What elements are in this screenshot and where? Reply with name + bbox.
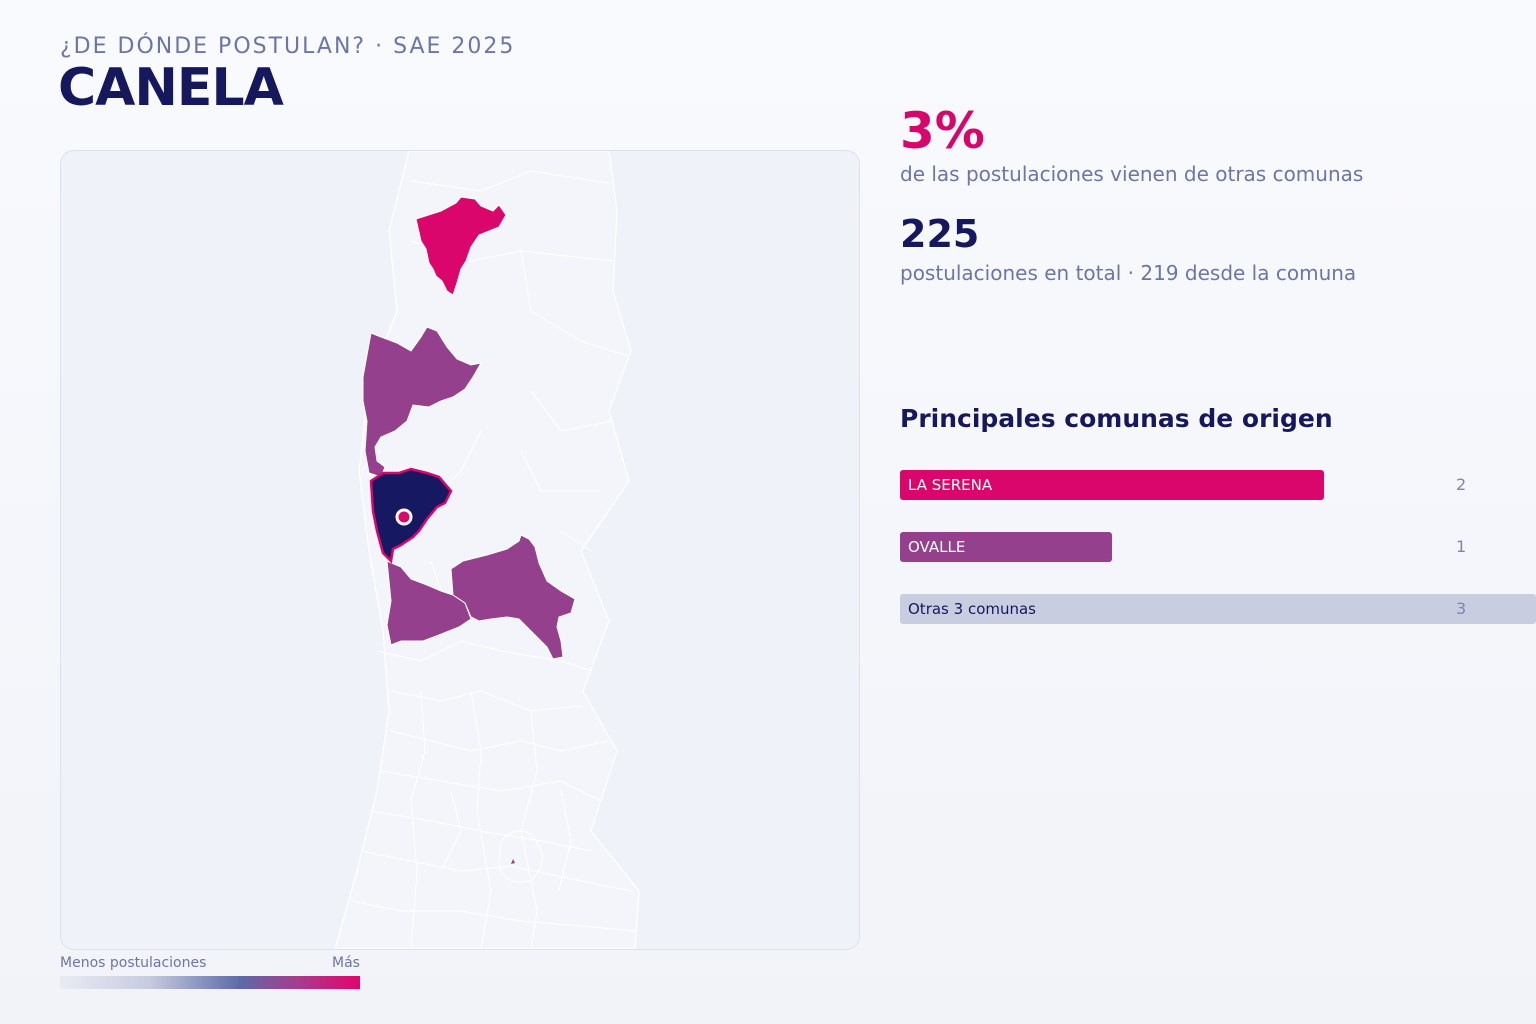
country-outline [334, 151, 640, 949]
map-panel[interactable] [60, 150, 860, 950]
comuna-boundaries [350, 170, 636, 949]
bar-label: OVALLE [908, 538, 966, 556]
small-highlighted-comuna[interactable] [511, 859, 515, 864]
origin-bar-otras[interactable]: Otras 3 comunas [900, 594, 1536, 624]
bar-label: Otras 3 comunas [908, 600, 1036, 618]
percent-stat: 3% [900, 102, 985, 160]
selected-location-marker[interactable] [395, 508, 413, 526]
page-title: CANELA [58, 58, 284, 118]
legend-less-label: Menos postulaciones [60, 955, 207, 971]
bar-value: 3 [1456, 599, 1467, 618]
north-region[interactable] [415, 196, 507, 296]
bar-value: 2 [1456, 475, 1467, 494]
south-east-region[interactable] [450, 534, 576, 660]
bar-label: LA SERENA [908, 476, 993, 494]
origin-bar-la-serena[interactable]: LA SERENA [900, 470, 1324, 500]
origins-title: Principales comunas de origen [900, 404, 1333, 433]
origin-bar-ovalle[interactable]: OVALLE [900, 532, 1112, 562]
percent-label: de las postulaciones vienen de otras com… [900, 162, 1364, 186]
legend-more-label: Más [332, 955, 360, 971]
bar-value: 1 [1456, 537, 1467, 556]
choropleth-map[interactable] [61, 151, 859, 949]
south-west-region[interactable] [386, 560, 472, 646]
total-stat: 225 [900, 212, 980, 256]
page-kicker: ¿DE DÓNDE POSTULAN? · SAE 2025 [60, 34, 516, 59]
legend-gradient [60, 976, 360, 989]
total-label: postulaciones en total · 219 desde la co… [900, 261, 1357, 285]
